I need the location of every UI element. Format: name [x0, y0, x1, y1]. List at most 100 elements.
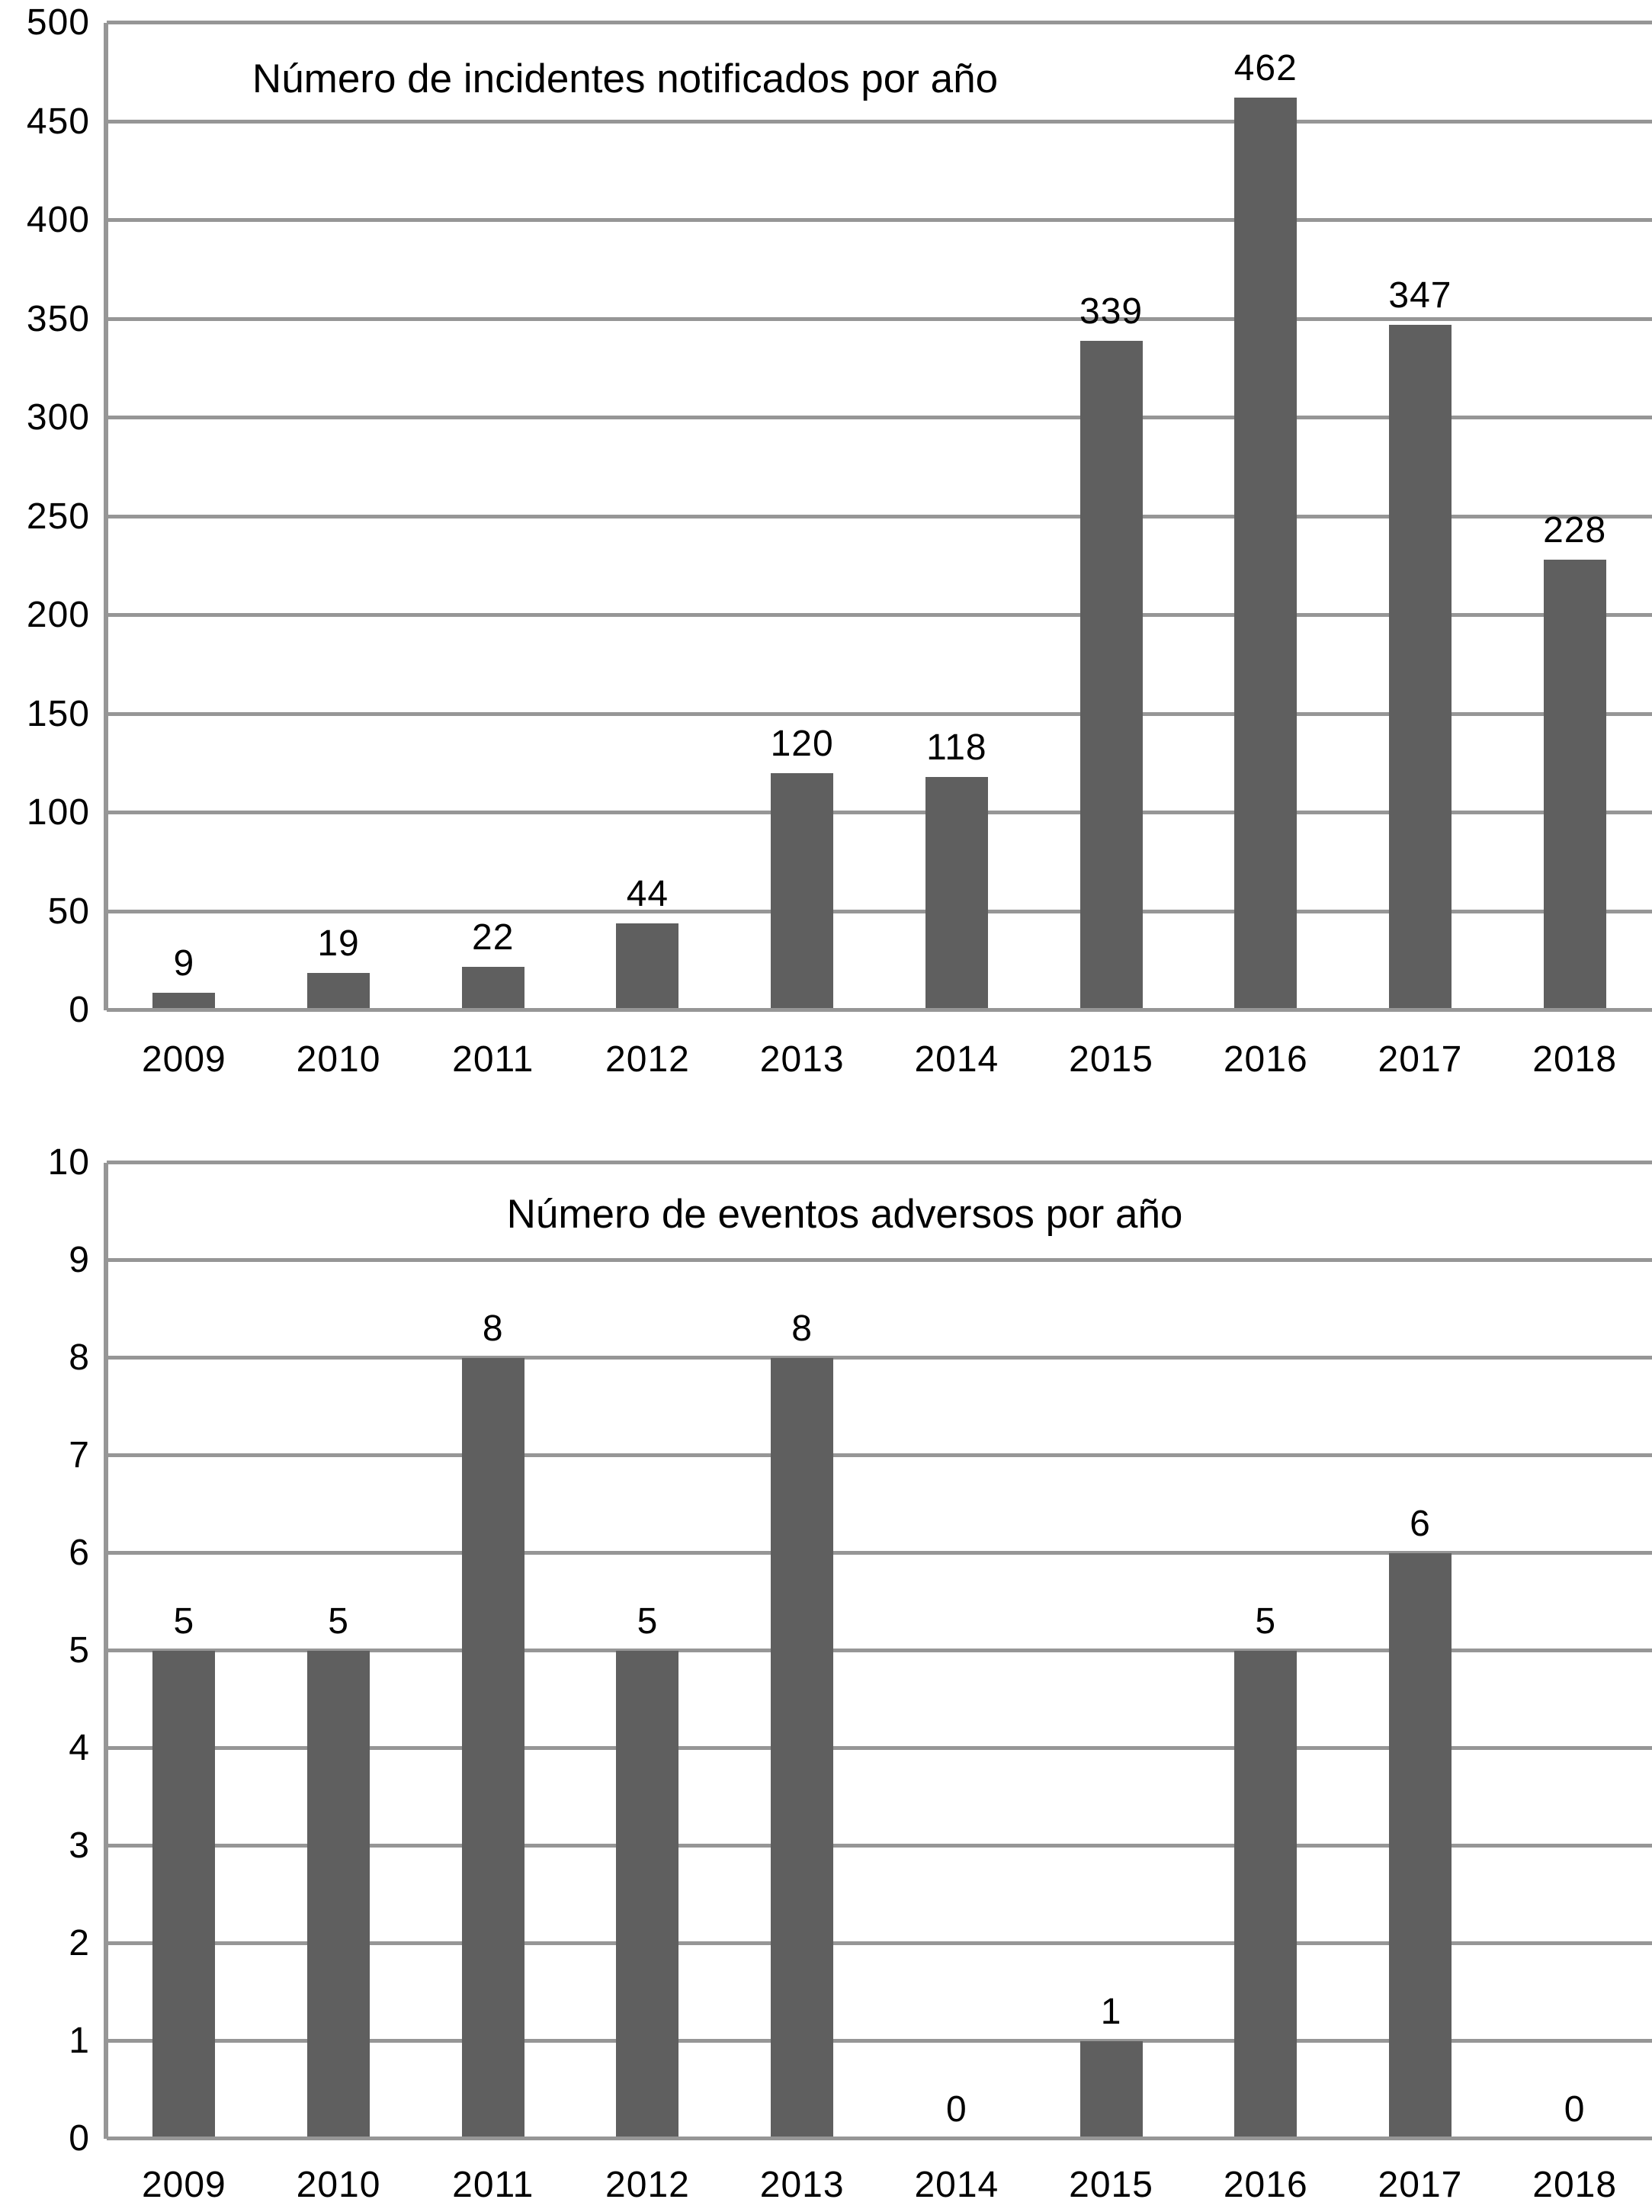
- bar: [307, 972, 370, 1010]
- chart-title: Número de eventos adversos por año: [506, 1192, 1183, 1237]
- gridline: [107, 1453, 1652, 1457]
- bar-value-label: 5: [637, 1601, 659, 1642]
- gridline: [107, 1649, 1652, 1652]
- y-axis-tick-label: 350: [26, 298, 90, 339]
- gridline: [107, 613, 1652, 617]
- y-axis-tick-label: 0: [69, 990, 90, 1030]
- bar-value-label: 5: [173, 1601, 195, 1642]
- baseline: [107, 2137, 1652, 2140]
- bar: [461, 967, 524, 1010]
- x-axis-year-label: 2011: [452, 1039, 534, 1080]
- y-axis-tick-label: 4: [69, 1728, 90, 1768]
- gridline: [107, 21, 1652, 24]
- bar: [461, 1358, 524, 2139]
- y-axis-tick-label: 0: [69, 2118, 90, 2159]
- bar-value-label: 0: [945, 2089, 967, 2130]
- bar: [616, 923, 679, 1010]
- x-axis-year-label: 2014: [914, 2165, 999, 2205]
- gridline: [107, 1844, 1652, 1848]
- bar-value-label: 339: [1079, 291, 1144, 332]
- y-axis-tick-label: 500: [26, 2, 90, 43]
- y-axis-tick-label: 6: [69, 1533, 90, 1573]
- y-axis-tick-label: 5: [69, 1630, 90, 1671]
- bar: [1234, 98, 1298, 1010]
- bar: [1079, 340, 1143, 1010]
- y-axis-tick-label: 300: [26, 397, 90, 438]
- y-axis-line: [104, 23, 108, 1010]
- y-axis-tick-label: 400: [26, 200, 90, 240]
- gridline: [107, 909, 1652, 913]
- bar-value-label: 44: [626, 874, 669, 915]
- x-axis-year-label: 2012: [605, 2165, 690, 2205]
- bar: [925, 777, 988, 1010]
- y-axis-tick-label: 250: [26, 496, 90, 537]
- bar-value-label: 120: [770, 724, 834, 765]
- bar-value-label: 6: [1410, 1504, 1431, 1544]
- bar: [152, 992, 216, 1010]
- x-axis-year-label: 2010: [296, 2165, 381, 2205]
- gridline: [107, 1941, 1652, 1945]
- gridline: [107, 316, 1652, 321]
- gridline: [107, 2039, 1652, 2043]
- x-axis-year-label: 2018: [1532, 1039, 1618, 1080]
- bar-value-label: 462: [1233, 48, 1298, 89]
- y-axis-tick-label: 9: [69, 1240, 90, 1280]
- y-axis-tick-label: 1: [69, 2021, 90, 2061]
- y-axis-tick-label: 200: [26, 595, 90, 635]
- y-axis-tick-label: 3: [69, 1825, 90, 1866]
- gridline: [107, 416, 1652, 419]
- gridline: [107, 1746, 1652, 1750]
- bar: [1388, 1553, 1452, 2139]
- y-axis-tick-label: 2: [69, 1923, 90, 1963]
- y-axis-line: [104, 1163, 108, 2139]
- bar-value-label: 19: [317, 923, 360, 964]
- gridline: [107, 514, 1652, 518]
- y-axis-tick-label: 450: [26, 101, 90, 142]
- x-axis-year-label: 2012: [605, 1039, 690, 1080]
- bar: [1543, 560, 1606, 1010]
- x-axis-year-label: 2011: [452, 2165, 534, 2205]
- bar: [771, 1358, 834, 2139]
- y-axis-tick-label: 10: [47, 1142, 90, 1183]
- y-axis-tick-label: 100: [26, 792, 90, 833]
- bar-value-label: 0: [1564, 2089, 1586, 2130]
- bar-value-label: 347: [1388, 275, 1452, 316]
- x-axis-year-label: 2015: [1069, 1039, 1153, 1080]
- x-axis-year-label: 2017: [1378, 2165, 1463, 2205]
- bar-value-label: 8: [791, 1308, 813, 1349]
- x-axis-year-label: 2014: [914, 1039, 999, 1080]
- bar: [307, 1651, 370, 2139]
- x-axis-year-label: 2015: [1069, 2165, 1153, 2205]
- bar-value-label: 5: [1255, 1601, 1277, 1642]
- x-axis-year-label: 2013: [759, 1039, 845, 1080]
- y-axis-tick-label: 7: [69, 1435, 90, 1475]
- baseline: [107, 1008, 1652, 1012]
- gridline: [107, 1161, 1652, 1164]
- x-axis-year-label: 2018: [1532, 2165, 1618, 2205]
- x-axis-year-label: 2017: [1378, 1039, 1463, 1080]
- bar: [152, 1651, 216, 2139]
- gridline: [107, 119, 1652, 124]
- bar: [616, 1651, 679, 2139]
- bar-value-label: 8: [482, 1308, 504, 1349]
- x-axis-year-label: 2010: [296, 1039, 381, 1080]
- bar: [1234, 1651, 1298, 2139]
- gridline: [107, 1356, 1652, 1360]
- bar-value-label: 118: [926, 727, 987, 769]
- bar-value-label: 22: [472, 917, 515, 958]
- y-axis-tick-label: 50: [47, 891, 90, 932]
- bar-value-label: 5: [328, 1601, 349, 1642]
- gridline: [107, 1258, 1652, 1262]
- chart-title: Número de incidentes notificados por año: [252, 56, 999, 101]
- bar: [1079, 2041, 1143, 2139]
- bar-value-label: 1: [1100, 1992, 1122, 2032]
- x-axis-year-label: 2016: [1223, 2165, 1308, 2205]
- bar: [1388, 325, 1452, 1010]
- x-axis-year-label: 2009: [141, 1039, 226, 1080]
- bar: [771, 773, 834, 1010]
- y-axis-tick-label: 8: [69, 1337, 90, 1378]
- gridline: [107, 711, 1652, 716]
- x-axis-year-label: 2016: [1223, 1039, 1308, 1080]
- y-axis-tick-label: 150: [26, 693, 90, 734]
